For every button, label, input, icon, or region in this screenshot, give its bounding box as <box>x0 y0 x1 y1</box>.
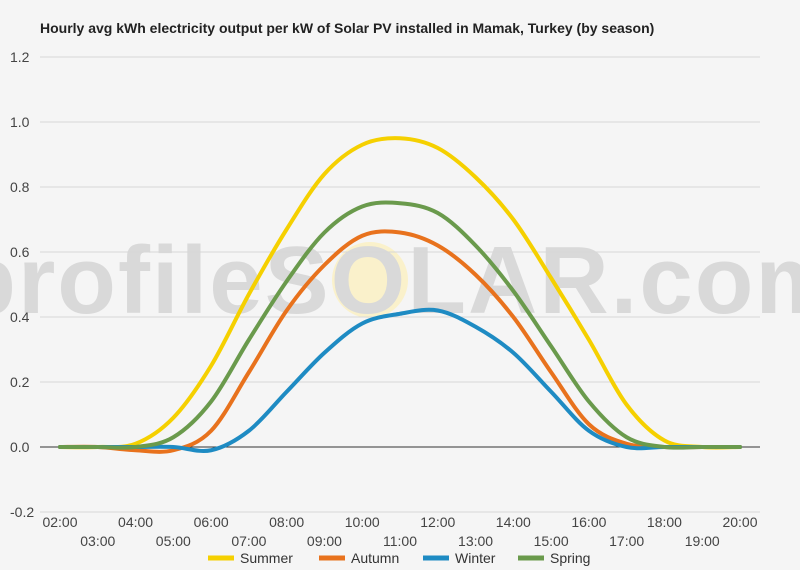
legend-label-summer: Summer <box>240 550 293 566</box>
y-tick-label: 1.2 <box>10 49 30 65</box>
chart-title: Hourly avg kWh electricity output per kW… <box>40 20 654 36</box>
y-tick-label: 0.6 <box>10 244 30 260</box>
watermark: profileSOLAR.com <box>0 227 800 334</box>
y-tick-label: 0.8 <box>10 179 30 195</box>
watermark-logo-text: profileSOLAR.com <box>0 227 800 334</box>
x-tick-label: 13:00 <box>458 533 493 549</box>
y-tick-label: -0.2 <box>10 504 34 520</box>
x-tick-label: 04:00 <box>118 514 153 530</box>
y-axis: -0.2 0.0 0.2 0.4 0.6 0.8 1.0 1.2 <box>10 49 34 520</box>
x-tick-label: 12:00 <box>420 514 455 530</box>
watermark-sun-icon <box>332 242 408 318</box>
y-tick-label: 0.4 <box>10 309 30 325</box>
x-tick-label: 11:00 <box>383 533 417 549</box>
x-tick-label: 16:00 <box>571 514 606 530</box>
grid <box>40 56 760 513</box>
x-axis: 02:0003:0004:0005:0006:0007:0008:0009:00… <box>42 514 757 549</box>
series-group <box>58 136 742 454</box>
x-tick-label: 17:00 <box>609 533 644 549</box>
x-tick-label: 15:00 <box>534 533 569 549</box>
x-tick-label: 10:00 <box>345 514 380 530</box>
x-tick-label: 06:00 <box>194 514 229 530</box>
legend-label-spring: Spring <box>550 550 590 566</box>
x-tick-label: 03:00 <box>80 533 115 549</box>
y-tick-label: 0.2 <box>10 374 30 390</box>
x-tick-label: 05:00 <box>156 533 191 549</box>
series-line-spring <box>58 200 742 450</box>
y-tick-label: 0.0 <box>10 439 30 455</box>
legend: Summer Autumn Winter Spring <box>208 550 590 566</box>
x-tick-label: 18:00 <box>647 514 682 530</box>
x-tick-label: 09:00 <box>307 533 342 549</box>
legend-label-winter: Winter <box>455 550 496 566</box>
x-tick-label: 07:00 <box>231 533 266 549</box>
x-tick-label: 14:00 <box>496 514 531 530</box>
series-line-winter <box>58 307 742 453</box>
x-tick-label: 20:00 <box>722 514 757 530</box>
legend-label-autumn: Autumn <box>351 550 399 566</box>
series-line-autumn <box>58 229 742 454</box>
x-tick-label: 08:00 <box>269 514 304 530</box>
x-tick-label: 19:00 <box>685 533 720 549</box>
x-tick-label: 02:00 <box>42 514 77 530</box>
series-line-summer <box>58 136 742 450</box>
y-tick-label: 1.0 <box>10 114 30 130</box>
